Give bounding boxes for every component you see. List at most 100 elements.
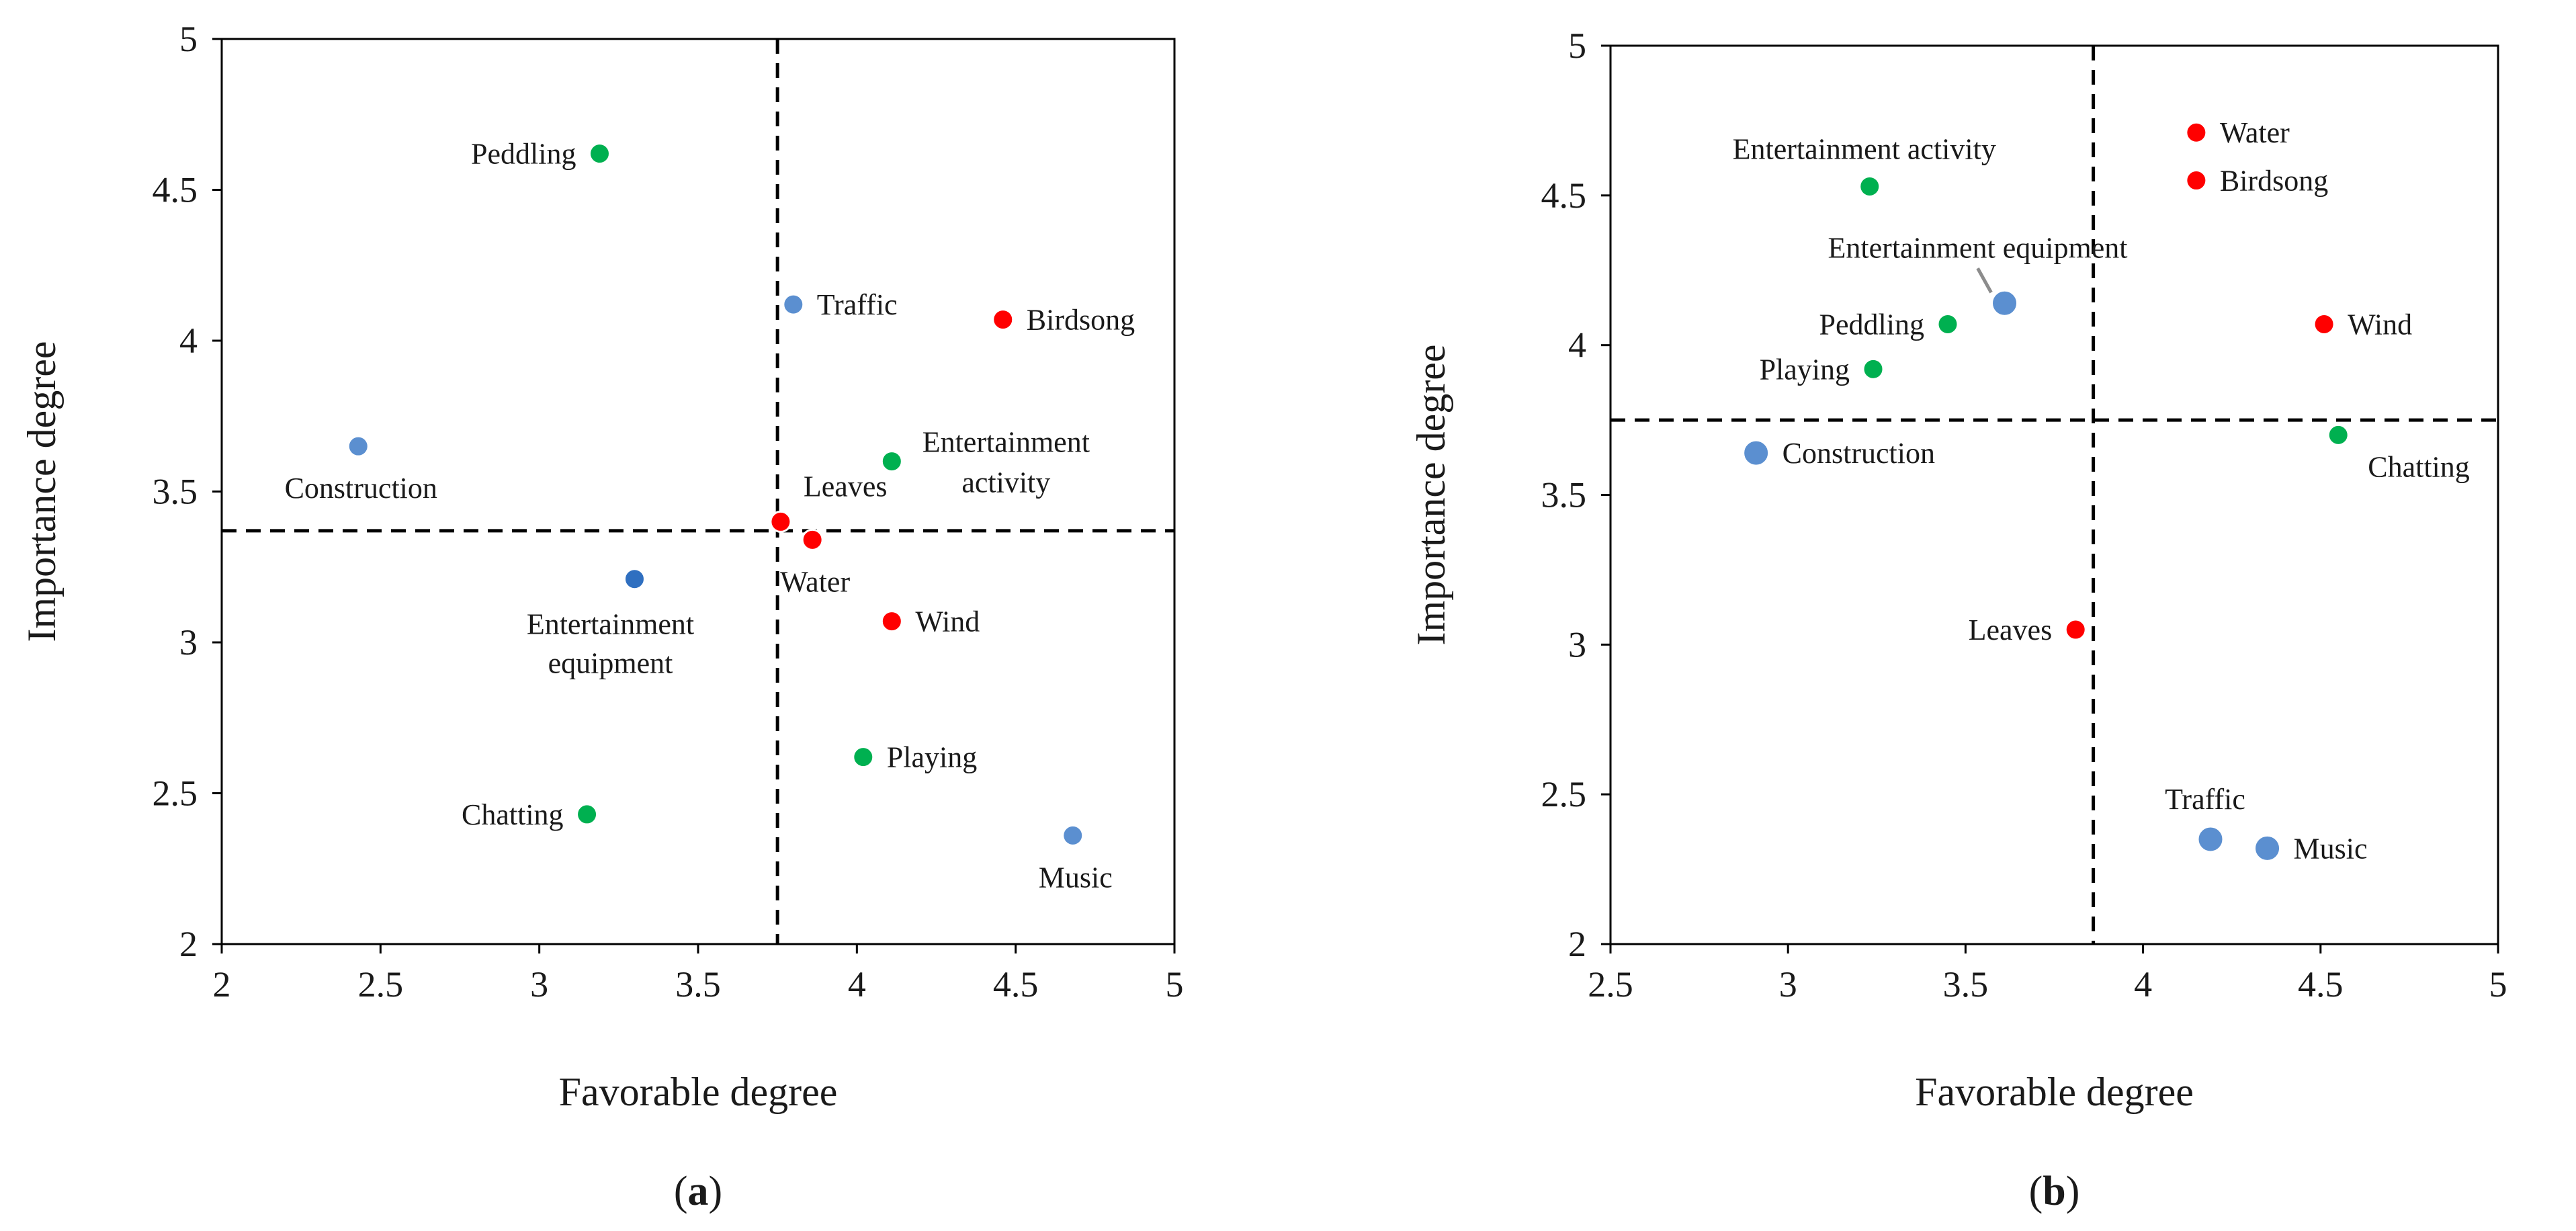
point-construction: Construction xyxy=(1742,437,1935,470)
point-peddling: Peddling xyxy=(1819,308,1959,341)
point-label: Water xyxy=(780,565,850,598)
scatter-point xyxy=(880,450,903,473)
point-label: activity xyxy=(961,466,1050,499)
point-label: Peddling xyxy=(471,138,576,171)
point-label: Leaves xyxy=(1969,613,2053,646)
point-music: Music xyxy=(2253,832,2368,865)
scatter-point xyxy=(992,308,1015,331)
point-label: Traffic xyxy=(817,288,898,321)
panel-caption: (b) xyxy=(2029,1169,2080,1214)
y-tick-label: 3.5 xyxy=(153,472,198,512)
scatter-point xyxy=(2185,169,2208,192)
point-leaves: Leaves xyxy=(1969,613,2087,646)
scatter-point xyxy=(1991,289,2019,317)
y-tick-label: 3 xyxy=(1568,624,1586,665)
y-tick-label: 4.5 xyxy=(1541,175,1587,216)
y-tick-label: 4 xyxy=(1568,325,1586,366)
point-label: Music xyxy=(1039,861,1113,894)
scatter-point xyxy=(880,610,903,633)
point-label: Entertainment xyxy=(527,608,694,641)
scatter-point xyxy=(2327,423,2350,446)
scatter-point xyxy=(347,435,370,458)
point-label: Chatting xyxy=(462,798,564,831)
point-label: Entertainment equipment xyxy=(1828,231,2128,264)
y-tick-label: 3 xyxy=(179,622,198,663)
point-label: Birdsong xyxy=(1027,304,1135,337)
x-axis-title: Favorable degree xyxy=(1915,1070,2194,1114)
x-tick-label: 4.5 xyxy=(993,964,1039,1005)
scatter-point xyxy=(576,803,599,826)
point-music: Music xyxy=(1039,824,1113,894)
point-label: Entertainment activity xyxy=(1733,132,1996,165)
leader-line xyxy=(1976,267,1993,294)
scatter-point xyxy=(1936,312,1959,335)
point-chatting: Chatting xyxy=(462,798,599,831)
point-label: Music xyxy=(2294,832,2368,865)
point-construction: Construction xyxy=(285,435,437,505)
scatter-point xyxy=(852,746,875,769)
scatter-point xyxy=(623,568,646,591)
point-label: Wind xyxy=(915,605,980,638)
point-playing: Playing xyxy=(1760,353,1885,386)
point-label: Playing xyxy=(887,741,977,774)
scatter-point xyxy=(1742,439,1770,467)
point-label: equipment xyxy=(548,647,673,680)
y-axis-title: Importance degree xyxy=(1409,344,1453,645)
scatter-point xyxy=(2064,618,2087,641)
scatter-point xyxy=(1862,357,1885,380)
scatter-point xyxy=(801,528,824,551)
scatter-point xyxy=(588,142,611,165)
point-birdsong: Birdsong xyxy=(992,304,1135,337)
point-birdsong: Birdsong xyxy=(2185,165,2328,198)
point-playing: Playing xyxy=(852,741,977,774)
y-axis-title: Importance degree xyxy=(19,341,64,642)
x-tick-label: 3.5 xyxy=(675,964,721,1005)
y-tick-label: 5 xyxy=(1568,26,1586,66)
x-tick-label: 2 xyxy=(213,964,231,1005)
x-tick-label: 3 xyxy=(530,964,548,1005)
panel-caption: (a) xyxy=(674,1169,722,1214)
point-label: Entertainment xyxy=(922,426,1090,459)
point-label: Birdsong xyxy=(2220,165,2328,198)
x-axis-title: Favorable degree xyxy=(559,1070,838,1114)
scatter-point xyxy=(1062,824,1084,847)
x-tick-label: 4.5 xyxy=(2298,964,2344,1005)
point-entertainment-equipment: Entertainment equipment xyxy=(1828,231,2128,317)
point-label: Water xyxy=(2220,116,2290,149)
y-tick-label: 4 xyxy=(179,321,198,361)
scatter-point xyxy=(2313,312,2335,335)
point-label: Peddling xyxy=(1819,308,1924,341)
x-tick-label: 2.5 xyxy=(358,964,404,1005)
y-tick-label: 2.5 xyxy=(1541,774,1587,814)
y-tick-label: 2 xyxy=(1568,924,1586,964)
x-tick-label: 4 xyxy=(848,964,866,1005)
panel-a: 2 2.5 3 3.5 4 4.5 5 2 2.5 3 3.5 4 4.5 5 Favorable degr… xyxy=(19,19,1184,1214)
y-tick-label: 2 xyxy=(179,924,198,964)
y-tick-label: 4.5 xyxy=(153,170,198,210)
x-tick-label: 5 xyxy=(1166,964,1184,1005)
point-label: Construction xyxy=(1783,437,1935,470)
point-wind: Wind xyxy=(880,605,980,638)
x-tick-label: 3.5 xyxy=(1943,964,1989,1005)
point-traffic: Traffic xyxy=(782,288,898,321)
point-label: Traffic xyxy=(2165,783,2245,816)
y-tick-label: 2.5 xyxy=(153,773,198,814)
point-traffic: Traffic xyxy=(2165,783,2245,853)
y-tick-label: 3.5 xyxy=(1541,475,1587,515)
scatter-point xyxy=(769,510,792,533)
point-leaves: Leaves xyxy=(769,470,888,533)
point-label: Leaves xyxy=(804,470,888,503)
x-tick-label: 5 xyxy=(2489,964,2507,1005)
scatter-point xyxy=(1858,175,1881,198)
point-water: Water xyxy=(2185,116,2290,149)
point-label: Playing xyxy=(1760,353,1850,386)
x-tick-label: 3 xyxy=(1779,964,1797,1005)
point-entertainment-activity: Entertainment activity xyxy=(1733,132,1996,198)
point-entertainment-activity: Entertainment activity xyxy=(880,426,1090,499)
point-peddling: Peddling xyxy=(471,138,611,171)
scatter-point xyxy=(782,293,805,316)
point-entertainment-equipment: Entertainment equipment xyxy=(527,568,694,680)
point-label: Wind xyxy=(2348,308,2412,341)
